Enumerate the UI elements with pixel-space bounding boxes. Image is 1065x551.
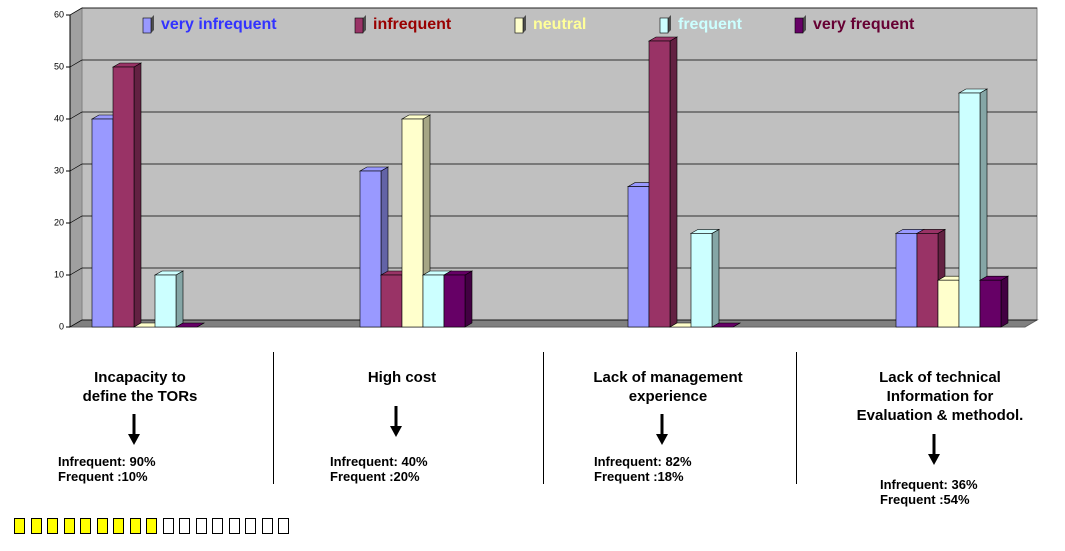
legend-swatch-side bbox=[151, 15, 154, 33]
glyph-box bbox=[195, 518, 207, 534]
category-label: Lack of technical Information for Evalua… bbox=[856, 369, 1024, 424]
bar bbox=[91, 118, 114, 328]
bar bbox=[979, 279, 1002, 328]
legend-swatch-side bbox=[803, 15, 806, 33]
glyph-box bbox=[278, 518, 289, 534]
grid-line bbox=[69, 7, 1037, 16]
legend-label: very infrequent bbox=[161, 16, 277, 33]
arrow bbox=[127, 414, 141, 446]
grid-line bbox=[69, 163, 1037, 172]
arrow bbox=[655, 414, 669, 446]
bar bbox=[401, 118, 424, 328]
glyph-box bbox=[113, 518, 124, 534]
y-tick-label: 0 bbox=[59, 321, 64, 331]
bar-side-shade bbox=[712, 229, 719, 327]
chart: 0 10 20 30 40 50 60 very infrequent infrequent ne… bbox=[54, 7, 1039, 331]
glyph-box bbox=[245, 518, 256, 534]
arrow bbox=[927, 434, 941, 466]
glyph-box bbox=[80, 518, 91, 534]
grid-line bbox=[69, 215, 1037, 224]
bar bbox=[648, 40, 671, 328]
legend-label: frequent bbox=[678, 16, 743, 33]
bar-side-shade bbox=[465, 271, 472, 327]
bar bbox=[937, 279, 960, 328]
glyph-box bbox=[129, 518, 141, 534]
arrow-icon bbox=[128, 414, 140, 445]
legend-swatch bbox=[142, 17, 152, 34]
legend-label: infrequent bbox=[373, 16, 452, 33]
bar bbox=[627, 186, 650, 328]
glyph-box bbox=[63, 518, 75, 534]
bar bbox=[112, 66, 135, 328]
annotation: Infrequent: 90% bbox=[58, 454, 156, 469]
arrow-icon bbox=[390, 406, 402, 437]
category-label: Incapacity to define the TORs bbox=[82, 369, 198, 405]
legend-swatch-side bbox=[523, 15, 526, 33]
legend-swatch bbox=[354, 17, 364, 34]
bar-side-shade bbox=[176, 271, 183, 327]
grid-line bbox=[69, 111, 1037, 120]
y-tick-label: 50 bbox=[54, 61, 64, 71]
glyph-box bbox=[14, 518, 25, 534]
annotation: Frequent :18% bbox=[594, 469, 684, 484]
glyph-box bbox=[228, 518, 240, 534]
category-label: Lack of management experience bbox=[593, 369, 743, 405]
bar bbox=[443, 274, 466, 328]
glyph-box bbox=[179, 518, 190, 534]
glyph-box bbox=[96, 518, 108, 534]
bar bbox=[359, 170, 382, 328]
glyph-box bbox=[162, 518, 174, 534]
annotation: Frequent :54% bbox=[880, 492, 970, 507]
annotation: Infrequent: 82% bbox=[594, 454, 692, 469]
legend-label: very frequent bbox=[813, 16, 915, 33]
bar-side-shade bbox=[1001, 276, 1008, 327]
y-tick-label: 40 bbox=[54, 113, 64, 123]
legend-swatch-side bbox=[668, 15, 671, 33]
y-tick-label: 30 bbox=[54, 165, 64, 175]
legend-swatch bbox=[514, 17, 524, 34]
glyph-box bbox=[212, 518, 223, 534]
legend-swatch bbox=[659, 17, 669, 34]
annotation: Frequent :20% bbox=[330, 469, 420, 484]
annotation: Infrequent: 36% bbox=[880, 477, 978, 492]
legend-label: neutral bbox=[533, 16, 586, 33]
divider bbox=[543, 352, 544, 484]
bar bbox=[690, 233, 713, 328]
y-tick-label: 20 bbox=[54, 217, 64, 227]
bar bbox=[422, 274, 445, 328]
bar-side-shade bbox=[670, 37, 677, 327]
glyph-box bbox=[146, 518, 157, 534]
legend-swatch bbox=[794, 17, 804, 34]
grid-line bbox=[69, 59, 1037, 68]
bar-side-shade bbox=[980, 89, 987, 327]
arrow-icon bbox=[928, 434, 940, 465]
bar bbox=[916, 233, 939, 328]
divider bbox=[273, 352, 274, 484]
floor bbox=[68, 319, 1039, 328]
y-tick-label: 60 bbox=[54, 9, 64, 19]
glyph-box bbox=[47, 518, 58, 534]
category-label: High cost bbox=[367, 369, 437, 386]
annotation: Frequent :10% bbox=[58, 469, 148, 484]
y-tick-label: 10 bbox=[54, 269, 64, 279]
legend-swatch-side bbox=[363, 15, 366, 33]
arrow-icon bbox=[656, 414, 668, 445]
glyph-box bbox=[30, 518, 42, 534]
arrow bbox=[389, 406, 403, 438]
bar-top bbox=[710, 322, 742, 328]
bar-top bbox=[174, 322, 206, 328]
bar bbox=[958, 92, 981, 328]
bar bbox=[380, 274, 403, 328]
bar bbox=[154, 274, 177, 328]
glyph-box bbox=[261, 518, 273, 534]
annotation: Infrequent: 40% bbox=[330, 454, 428, 469]
bar-side-shade bbox=[134, 63, 141, 327]
bar bbox=[895, 233, 918, 328]
divider bbox=[796, 352, 797, 484]
